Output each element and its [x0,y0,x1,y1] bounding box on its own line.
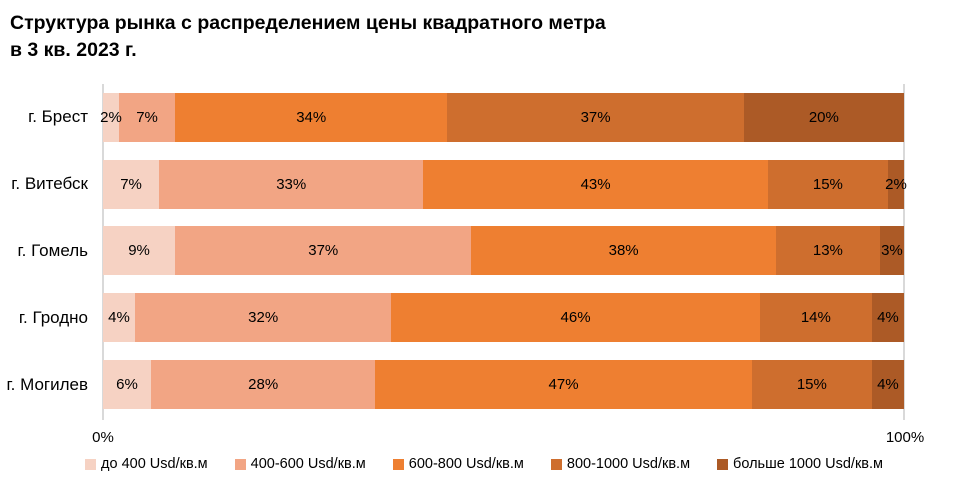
segment-value-label: 33% [276,175,307,193]
legend-swatch-icon [717,458,729,470]
bar-segment: 28% [151,360,376,410]
bar-segment: 2% [885,159,907,209]
category-label: г. Брест [28,107,88,127]
chart-row: г. Витебск 7% 33% 43% 15% 2% [0,151,907,218]
segment-value-label: 20% [808,108,839,126]
legend-item: 600-800 Usd/кв.м [392,456,524,472]
bar-segment: 4% [871,293,904,343]
segment-value-label: 13% [812,242,843,260]
legend-item: больше 1000 Usd/кв.м [717,456,883,472]
segment-value-label: 47% [548,376,579,394]
legend-item: до 400 Usd/кв.м [85,456,208,472]
segment-value-label: 2% [100,108,122,126]
segment-value-label: 28% [248,376,279,394]
segment-value-label: 7% [136,108,158,126]
chart-row: г. Гродно 4% 32% 46% 14% 4% [0,284,904,351]
bar-segment: 37% [447,92,744,142]
chart-row: г. Гомель 9% 37% 38% 13% 3% [0,218,904,285]
bar-segment: 34% [175,92,448,142]
bar-track: 6% 28% 47% 15% 4% [103,360,904,410]
bar-segment: 46% [391,293,760,343]
bar-segment: 2% [100,92,122,142]
bar-segment: 32% [135,293,392,343]
bar-segment: 47% [375,360,752,410]
segment-value-label: 37% [580,108,611,126]
legend-swatch-icon [234,458,246,470]
segment-value-label: 32% [248,309,279,327]
segment-value-label: 7% [120,175,142,193]
chart-title: Структура рынка с распределением цены кв… [10,10,606,64]
segment-value-label: 9% [128,242,150,260]
legend-swatch-icon [550,458,562,470]
category-label: г. Гродно [18,307,88,327]
legend-label: 800-1000 Usd/кв.м [566,456,691,472]
category-label: г. Могилев [6,374,88,394]
bar-segment: 15% [767,159,888,209]
bar-segment: 6% [103,360,152,410]
bar-segment: 7% [103,159,160,209]
bar-segment: 43% [423,159,768,209]
chart-title-line-2: в 3 кв. 2023 г. [10,38,137,61]
chart-rows: г. Брест 2% 7% 34% 37% 20% г. Витебск 7% 33% 43% 1… [0,84,907,418]
bar-segment: 38% [471,226,776,276]
segment-value-label: 14% [800,309,831,327]
bar-segment: 7% [119,92,176,142]
legend: до 400 Usd/кв.м 400-600 Usd/кв.м 600-800 U… [0,456,968,472]
segment-value-label: 46% [560,309,591,327]
chart-row: г. Могилев 6% 28% 47% 15% 4% [0,351,904,418]
bar-segment: 14% [759,293,872,343]
segment-value-label: 43% [580,175,611,193]
legend-item: 800-1000 Usd/кв.м [550,456,691,472]
legend-label: больше 1000 Usd/кв.м [733,456,883,472]
bar-track: 4% 32% 46% 14% 4% [103,293,904,343]
segment-value-label: 34% [296,108,327,126]
bar-segment: 4% [871,360,904,410]
category-label: г. Витебск [11,174,88,194]
segment-value-label: 2% [885,175,907,193]
legend-item: 400-600 Usd/кв.м [234,456,366,472]
segment-value-label: 6% [116,376,138,394]
bar-segment: 13% [775,226,880,276]
bar-segment: 20% [743,92,904,142]
bar-segment: 9% [103,226,176,276]
bar-segment: 15% [751,360,872,410]
legend-swatch-icon [85,458,97,470]
segment-value-label: 37% [308,242,339,260]
bar-track: 2% 7% 34% 37% 20% [100,92,904,142]
bar-segment: 37% [175,226,472,276]
category-label: г. Гомель [17,240,88,260]
segment-value-label: 4% [877,309,899,327]
bar-segment: 3% [879,226,904,276]
segment-value-label: 4% [108,309,130,327]
legend-swatch-icon [392,458,404,470]
gridline-100-percent [903,84,905,420]
chart-row: г. Брест 2% 7% 34% 37% 20% [0,84,904,151]
segment-value-label: 38% [608,242,639,260]
bar-segment: 33% [159,159,424,209]
bar-track: 7% 33% 43% 15% 2% [103,159,907,209]
legend-label: до 400 Usd/кв.м [101,456,208,472]
bar-track: 9% 37% 38% 13% 3% [103,226,904,276]
x-axis-max-label: 100% [885,429,925,446]
segment-value-label: 3% [881,242,903,260]
legend-label: 400-600 Usd/кв.м [250,456,366,472]
bar-segment: 4% [103,293,136,343]
legend-label: 600-800 Usd/кв.м [408,456,524,472]
segment-value-label: 4% [877,376,899,394]
segment-value-label: 15% [796,376,827,394]
x-axis-min-label: 0% [92,429,114,446]
chart-title-line-1: Структура рынка с распределением цены кв… [10,12,606,34]
segment-value-label: 15% [812,175,843,193]
